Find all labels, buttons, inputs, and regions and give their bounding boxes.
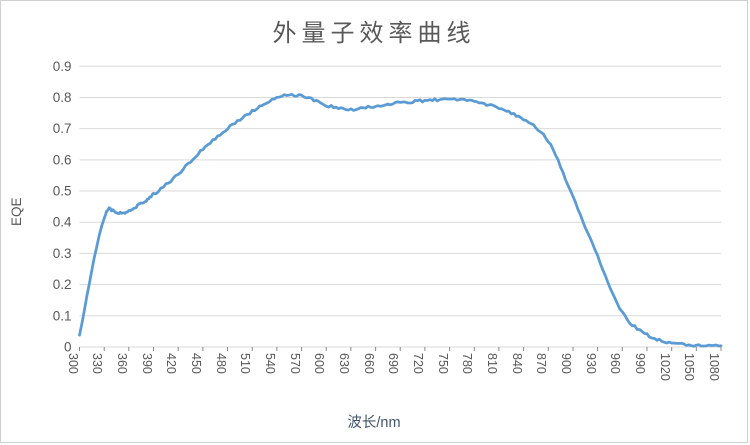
svg-text:0.9: 0.9 bbox=[53, 59, 72, 74]
svg-text:0.8: 0.8 bbox=[53, 90, 72, 105]
svg-text:0.2: 0.2 bbox=[53, 277, 72, 292]
svg-text:0.6: 0.6 bbox=[53, 152, 72, 167]
svg-text:0.4: 0.4 bbox=[53, 215, 72, 230]
svg-text:0.5: 0.5 bbox=[53, 184, 72, 199]
svg-text:0.1: 0.1 bbox=[53, 308, 72, 323]
svg-text:0.3: 0.3 bbox=[53, 246, 72, 261]
svg-text:0.7: 0.7 bbox=[53, 121, 72, 136]
